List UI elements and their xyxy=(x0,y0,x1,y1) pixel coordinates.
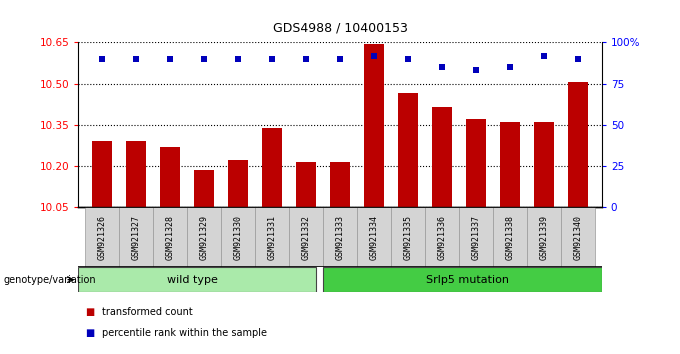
Text: GSM921331: GSM921331 xyxy=(267,215,277,260)
Text: GSM921328: GSM921328 xyxy=(165,215,175,260)
Point xyxy=(267,56,277,62)
Text: GSM921335: GSM921335 xyxy=(403,215,413,260)
Text: GSM921329: GSM921329 xyxy=(199,215,209,260)
Point xyxy=(403,56,413,62)
Bar xyxy=(432,107,452,207)
Bar xyxy=(85,207,119,267)
Bar xyxy=(364,44,384,207)
Bar xyxy=(126,141,146,207)
Bar xyxy=(568,82,588,207)
Bar xyxy=(330,162,350,207)
Bar xyxy=(323,267,602,292)
Bar xyxy=(357,207,391,267)
Bar xyxy=(78,267,316,292)
Bar xyxy=(500,122,520,207)
Text: GSM921337: GSM921337 xyxy=(471,215,481,260)
Text: GSM921338: GSM921338 xyxy=(505,215,515,260)
Text: genotype/variation: genotype/variation xyxy=(3,275,96,285)
Text: GSM921327: GSM921327 xyxy=(131,215,141,260)
Bar xyxy=(228,160,248,207)
Point xyxy=(573,56,583,62)
Bar xyxy=(153,207,187,267)
Text: Srlp5 mutation: Srlp5 mutation xyxy=(426,275,509,285)
Bar xyxy=(255,207,289,267)
Text: wild type: wild type xyxy=(167,275,218,285)
Text: ■: ■ xyxy=(85,307,95,316)
Point xyxy=(335,56,345,62)
Bar xyxy=(466,119,486,207)
Text: GSM921334: GSM921334 xyxy=(369,215,379,260)
Bar xyxy=(425,207,459,267)
Bar xyxy=(534,122,554,207)
Text: GDS4988 / 10400153: GDS4988 / 10400153 xyxy=(273,21,407,34)
Bar xyxy=(323,207,357,267)
Bar xyxy=(561,207,595,267)
Bar xyxy=(92,141,112,207)
Text: GSM921339: GSM921339 xyxy=(539,215,549,260)
Text: GSM921326: GSM921326 xyxy=(97,215,107,260)
Text: ■: ■ xyxy=(85,328,95,338)
Point xyxy=(505,64,515,70)
Text: percentile rank within the sample: percentile rank within the sample xyxy=(102,328,267,338)
Point xyxy=(437,64,447,70)
Bar xyxy=(398,93,418,207)
Bar xyxy=(119,207,153,267)
Bar xyxy=(194,170,214,207)
Bar xyxy=(160,147,180,207)
Text: GSM921330: GSM921330 xyxy=(233,215,243,260)
Text: GSM921333: GSM921333 xyxy=(335,215,345,260)
Point xyxy=(199,56,209,62)
Point xyxy=(539,53,549,58)
Bar xyxy=(459,207,493,267)
Bar xyxy=(391,207,425,267)
Text: transformed count: transformed count xyxy=(102,307,192,316)
Text: GSM921332: GSM921332 xyxy=(301,215,311,260)
Bar xyxy=(187,207,221,267)
Bar xyxy=(289,207,323,267)
Bar xyxy=(296,162,316,207)
Point xyxy=(165,56,175,62)
Point xyxy=(131,56,141,62)
Point xyxy=(301,56,311,62)
Bar xyxy=(493,207,527,267)
Point xyxy=(471,68,481,73)
Point xyxy=(233,56,243,62)
Text: GSM921340: GSM921340 xyxy=(573,215,583,260)
Point xyxy=(369,53,379,58)
Bar xyxy=(262,127,282,207)
Bar xyxy=(221,207,255,267)
Point xyxy=(97,56,107,62)
Bar xyxy=(527,207,561,267)
Text: GSM921336: GSM921336 xyxy=(437,215,447,260)
